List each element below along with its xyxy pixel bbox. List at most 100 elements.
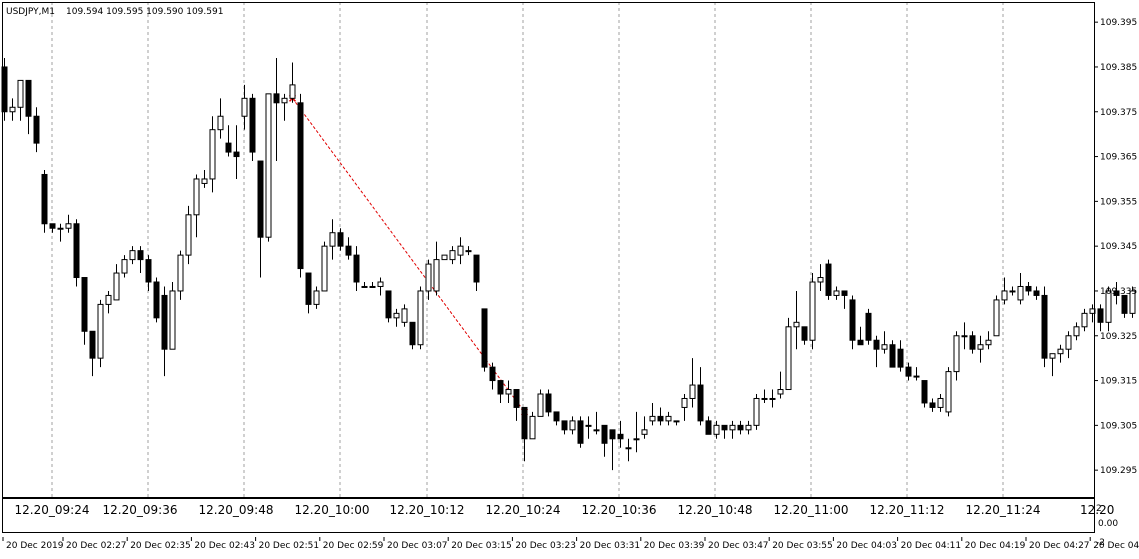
candle [249, 93, 256, 162]
candle [721, 424, 728, 439]
candle-body-bull [753, 397, 760, 426]
candle [817, 264, 824, 291]
price-label: 109.385 [1100, 63, 1137, 73]
date-label: 20 Dec 02:27 [66, 541, 127, 551]
candle [425, 259, 432, 300]
candle [1049, 353, 1056, 377]
candle [489, 362, 496, 390]
candle-body-bear [161, 294, 168, 350]
candle [369, 282, 376, 288]
candle [377, 277, 384, 296]
candle [921, 380, 928, 408]
candle [65, 214, 72, 233]
candle [889, 340, 896, 368]
candle [1057, 344, 1064, 363]
candle [337, 228, 344, 251]
candle [161, 286, 168, 377]
date-label: 20 Dec 02:35 [130, 541, 191, 551]
candle [497, 380, 504, 403]
candle-body-bear [849, 299, 856, 341]
candle-body-bull [401, 308, 408, 323]
candle [537, 389, 544, 417]
candle-body-bear [705, 420, 712, 435]
candle [569, 416, 576, 435]
candle [481, 308, 488, 372]
candle [881, 331, 888, 354]
candle-body-bear [577, 420, 584, 444]
candle-body-bear [153, 281, 160, 319]
candle-body-bull [593, 429, 600, 432]
candle [1017, 273, 1024, 305]
time-axis: 12.20_09:24 12.20_09:36 12.20_09:48 12.20_1… [15, 503, 1115, 517]
candle [177, 250, 184, 300]
candle [289, 62, 296, 103]
candle-body-bear [873, 339, 880, 350]
date-label: 20 Dec 04:03 [836, 541, 897, 551]
candle-body-bear [305, 272, 312, 305]
price-label: 109.375 [1100, 108, 1137, 118]
candles-layer [1, 58, 1136, 471]
candle-body-bull [761, 397, 768, 400]
candle [345, 237, 352, 260]
candle-body-bull [313, 290, 320, 305]
candle-body-bull [185, 214, 192, 256]
candle [137, 246, 144, 274]
candle-body-bear [81, 277, 88, 332]
candle [1081, 308, 1088, 332]
candle-body-bull [505, 389, 512, 395]
candle [49, 223, 56, 233]
time-label: 12.20_09:24 [15, 503, 90, 517]
candle [105, 290, 112, 314]
candle [713, 420, 720, 439]
candle [913, 367, 920, 381]
candle [1009, 286, 1016, 296]
candle [561, 420, 568, 435]
candle [1073, 322, 1080, 341]
candle [601, 424, 608, 457]
candle [897, 340, 904, 372]
candle [265, 93, 272, 242]
candle-body-bull [417, 290, 424, 346]
candle-body-bull [289, 84, 296, 99]
candle [577, 416, 584, 448]
candle-body-bear [145, 259, 152, 283]
candle-body-bull [769, 397, 776, 400]
candle [305, 272, 312, 314]
ohlc-header: 109.594 109.595 109.590 109.591 [66, 7, 223, 17]
candle-body-bear [929, 402, 936, 408]
candle [1025, 282, 1032, 296]
candle-body-bull [681, 397, 688, 408]
candle [833, 286, 840, 300]
candle-body-bull [881, 344, 888, 350]
time-label: 12.20_09:36 [103, 503, 178, 517]
candle-body-bear [601, 424, 608, 444]
candle-body-bear [225, 142, 232, 153]
candle-body-bull [97, 303, 104, 359]
candle-body-bull [569, 420, 576, 431]
candle-body-bull [649, 415, 656, 422]
candle-body-bull [17, 79, 24, 108]
candle-body-bull [977, 344, 984, 350]
candle [873, 335, 880, 368]
candle-body-bull [441, 254, 448, 261]
candle [977, 335, 984, 363]
candle [457, 237, 464, 265]
time-label: 12.20_10:24 [486, 503, 561, 517]
candle-body-bull [1105, 290, 1112, 323]
candle [937, 394, 944, 412]
candle-body-bear [801, 326, 808, 341]
candle-body-bull [785, 326, 792, 391]
candle-body-bear [409, 321, 416, 346]
candle-body-bear [969, 335, 976, 350]
candle-body-bull [1129, 290, 1136, 314]
candle [953, 331, 960, 381]
candle [233, 125, 240, 179]
candle [217, 98, 224, 139]
candle-body-bull [217, 115, 224, 131]
candle-body-bull [329, 232, 336, 247]
candle-body-bull [361, 285, 368, 288]
candle-body-bull [1057, 348, 1064, 355]
candle-body-bear [617, 433, 624, 440]
